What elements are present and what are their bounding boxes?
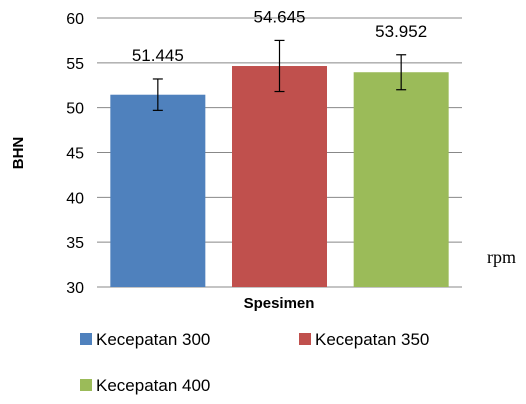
x-axis-title: Spesimen (244, 295, 315, 312)
legend-item-3: Kecepatan 400 (80, 376, 210, 395)
bar-1 (110, 94, 206, 287)
legend-label: Kecepatan 350 (315, 330, 429, 349)
error-bar-1 (152, 78, 163, 111)
y-axis-title: BHN (10, 137, 27, 170)
bars (110, 66, 449, 287)
error-bars (152, 39, 407, 111)
y-tick-label: 30 (66, 280, 84, 297)
data-labels: 51.445 54.645 53.952 (132, 7, 427, 65)
y-tick-label: 60 (66, 11, 84, 28)
legend-swatch (299, 333, 311, 345)
y-tick-label: 35 (66, 235, 84, 252)
legend-item-2: Kecepatan 350 (299, 330, 429, 349)
y-tick-label: 50 (66, 101, 84, 118)
y-tick-label: 45 (66, 146, 84, 163)
legend-swatch (80, 333, 92, 345)
legend-label: Kecepatan 400 (96, 376, 210, 395)
data-label-3: 53.952 (375, 22, 427, 41)
error-bar-2 (274, 39, 285, 93)
legend-label: Kecepatan 300 (96, 330, 210, 349)
y-tick-label: 40 (66, 190, 84, 207)
legend-swatch (80, 379, 92, 391)
bar-2 (232, 66, 327, 287)
data-label-2: 54.645 (254, 7, 306, 26)
y-tick-label: 55 (66, 56, 84, 73)
error-bar-3 (396, 54, 407, 91)
data-label-1: 51.445 (132, 46, 184, 65)
legend-item-1: Kecepatan 300 (80, 330, 210, 349)
legend: Kecepatan 300 Kecepatan 350 Kecepatan 400 (80, 330, 429, 395)
unit-note: rpm (487, 247, 516, 267)
y-axis-ticks: 30 35 40 45 50 55 60 (66, 11, 84, 297)
bar-3 (353, 72, 449, 287)
